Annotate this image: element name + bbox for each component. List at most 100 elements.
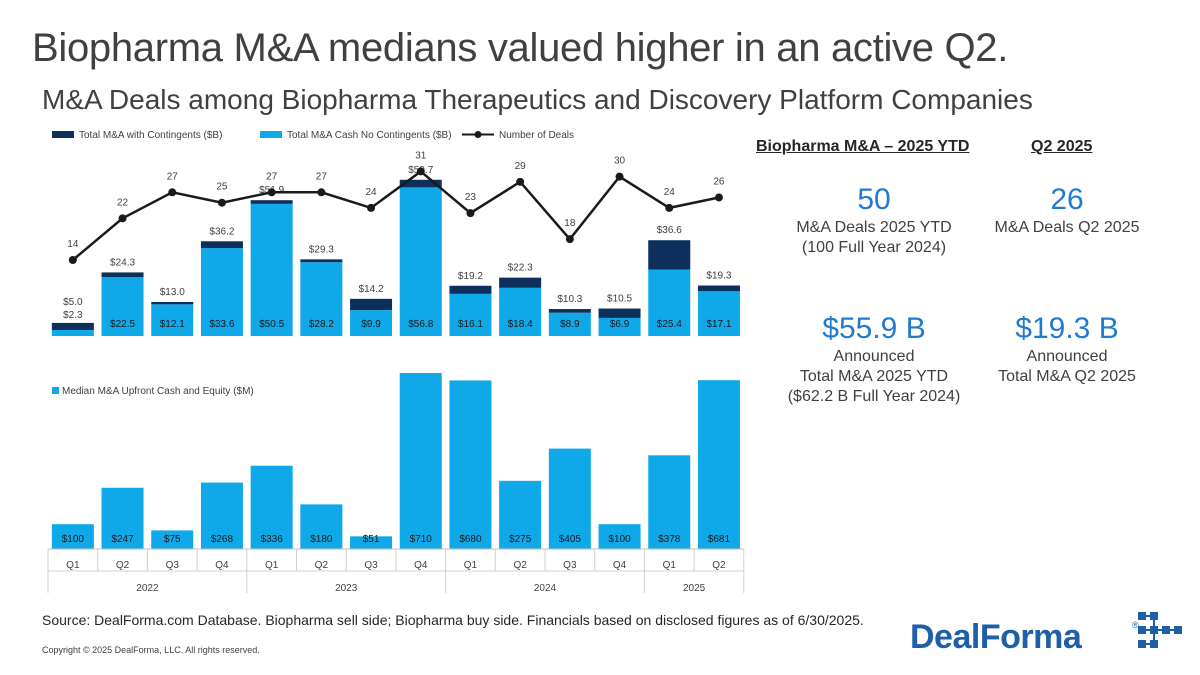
bar-median-upfront xyxy=(151,530,194,549)
bar-median-upfront xyxy=(499,480,542,549)
deals-point xyxy=(665,203,674,212)
total-value-label: $5.0 xyxy=(63,297,83,308)
ytd-total-value: $55.9 B xyxy=(822,312,926,345)
bar-contingents xyxy=(548,309,591,313)
deals-value-label: 24 xyxy=(664,187,676,198)
deals-point xyxy=(68,256,77,264)
bar-cash-no-contingents xyxy=(548,312,591,336)
bar-contingents xyxy=(151,301,194,305)
total-value-label: $10.3 xyxy=(557,294,582,305)
bar-cash-no-contingents xyxy=(51,329,94,336)
total-value-label: $24.3 xyxy=(110,257,135,268)
year-label: 2024 xyxy=(534,583,557,594)
ytd-header: Biopharma M&A – 2025 YTD xyxy=(756,138,970,155)
dealforma-logo: DealForma ® xyxy=(910,612,1182,656)
median-value-label: $680 xyxy=(459,534,482,545)
x-tick-label: Q2 xyxy=(315,560,329,571)
total-value-label: $14.2 xyxy=(359,284,384,295)
x-tick-label: Q4 xyxy=(414,560,428,571)
bar-median-upfront xyxy=(697,380,740,549)
total-value-label: $13.0 xyxy=(160,287,185,298)
bar-median-upfront xyxy=(350,536,393,549)
deals-value-label: 27 xyxy=(316,171,328,182)
cash-value-label: $33.6 xyxy=(209,319,234,330)
deals-value-label: 25 xyxy=(216,182,228,193)
median-value-label: $336 xyxy=(261,534,284,545)
ytd-total-stat: $55.9 B Announced Total M&A 2025 YTD ($6… xyxy=(764,311,984,407)
page-title: Biopharma M&A medians valued higher in a… xyxy=(32,26,1009,70)
deals-point xyxy=(565,235,574,244)
legend-label-median: Median M&A Upfront Cash and Equity ($M) xyxy=(62,386,254,397)
bar-contingents xyxy=(697,285,740,292)
cash-value-label: $17.1 xyxy=(706,319,731,330)
deals-point xyxy=(168,188,177,197)
x-tick-label: Q2 xyxy=(116,560,130,571)
legend-marker-3 xyxy=(474,131,482,138)
median-value-label: $100 xyxy=(62,534,85,545)
cash-value-label: $8.9 xyxy=(560,319,580,330)
bar-cash-no-contingents xyxy=(151,304,194,336)
deals-point xyxy=(118,214,127,223)
cash-value-label: $6.9 xyxy=(610,319,630,330)
bar-contingents xyxy=(101,272,144,278)
deals-line xyxy=(72,169,720,261)
deals-value-label: 18 xyxy=(564,218,576,229)
legend-label-1: Total M&A with Contingents ($B) xyxy=(79,130,222,141)
bar-median-upfront xyxy=(648,455,691,549)
q2-deals-value: 26 xyxy=(1050,183,1084,216)
bar-contingents xyxy=(449,285,492,294)
bar-median-upfront xyxy=(598,524,641,549)
cash-value-label: $28.2 xyxy=(309,319,334,330)
total-value-label: $19.3 xyxy=(706,270,731,281)
bar-cash-no-contingents xyxy=(101,277,144,336)
ytd-total-caption-line3: ($62.2 B Full Year 2024) xyxy=(787,388,961,405)
total-value-label: $22.3 xyxy=(508,263,533,274)
median-value-label: $405 xyxy=(559,534,582,545)
bar-contingents xyxy=(598,308,641,318)
bar-median-upfront xyxy=(250,465,293,549)
deals-value-label: 26 xyxy=(713,176,725,187)
legend-label-2: Total M&A Cash No Contingents ($B) xyxy=(287,130,452,141)
bar-median-upfront xyxy=(449,380,492,549)
bar-cash-no-contingents xyxy=(648,269,691,336)
deals-point xyxy=(714,193,723,202)
cash-value-label: $25.4 xyxy=(657,319,682,330)
bar-median-upfront xyxy=(200,482,243,549)
x-tick-label: Q3 xyxy=(364,560,378,571)
bar-median-upfront xyxy=(51,524,94,549)
deals-point xyxy=(516,177,525,186)
legend-swatch-median xyxy=(52,387,59,394)
median-value-label: $681 xyxy=(708,534,731,545)
cash-value-label: $56.8 xyxy=(408,319,433,330)
x-tick-label: Q1 xyxy=(66,560,80,571)
median-value-label: $51 xyxy=(363,534,380,545)
deals-value-label: 27 xyxy=(266,171,278,182)
bar-contingents xyxy=(200,241,243,249)
median-value-label: $275 xyxy=(509,534,532,545)
total-value-label: $10.5 xyxy=(607,294,632,305)
legend-swatch-2 xyxy=(260,131,282,138)
bar-contingents xyxy=(51,322,94,330)
x-tick-label: Q4 xyxy=(215,560,229,571)
ytd-total-caption-line1: Announced xyxy=(833,348,915,365)
logo-registered-mark: ® xyxy=(1132,620,1139,630)
q2-deals-stat: 26 M&A Deals Q2 2025 xyxy=(957,182,1177,238)
median-value-label: $268 xyxy=(211,534,234,545)
bar-cash-no-contingents xyxy=(300,262,343,336)
x-tick-label: Q1 xyxy=(265,560,279,571)
q2-header: Q2 2025 xyxy=(1031,138,1093,155)
bar-cash-no-contingents xyxy=(697,291,740,336)
cash-value-label: $2.3 xyxy=(63,310,83,321)
bar-contingents xyxy=(300,259,343,263)
deals-point xyxy=(615,172,624,181)
bar-cash-no-contingents xyxy=(598,317,641,336)
cash-value-label: $22.5 xyxy=(110,319,135,330)
cash-value-label: $9.9 xyxy=(361,319,381,330)
copyright-note: Copyright © 2025 DealForma, LLC. All rig… xyxy=(42,645,260,655)
x-tick-label: Q3 xyxy=(563,560,577,571)
x-tick-label: Q4 xyxy=(613,560,627,571)
bar-cash-no-contingents xyxy=(250,203,293,336)
deals-value-label: 24 xyxy=(365,187,377,198)
x-tick-label: Q3 xyxy=(166,560,180,571)
bar-median-upfront xyxy=(300,504,343,549)
